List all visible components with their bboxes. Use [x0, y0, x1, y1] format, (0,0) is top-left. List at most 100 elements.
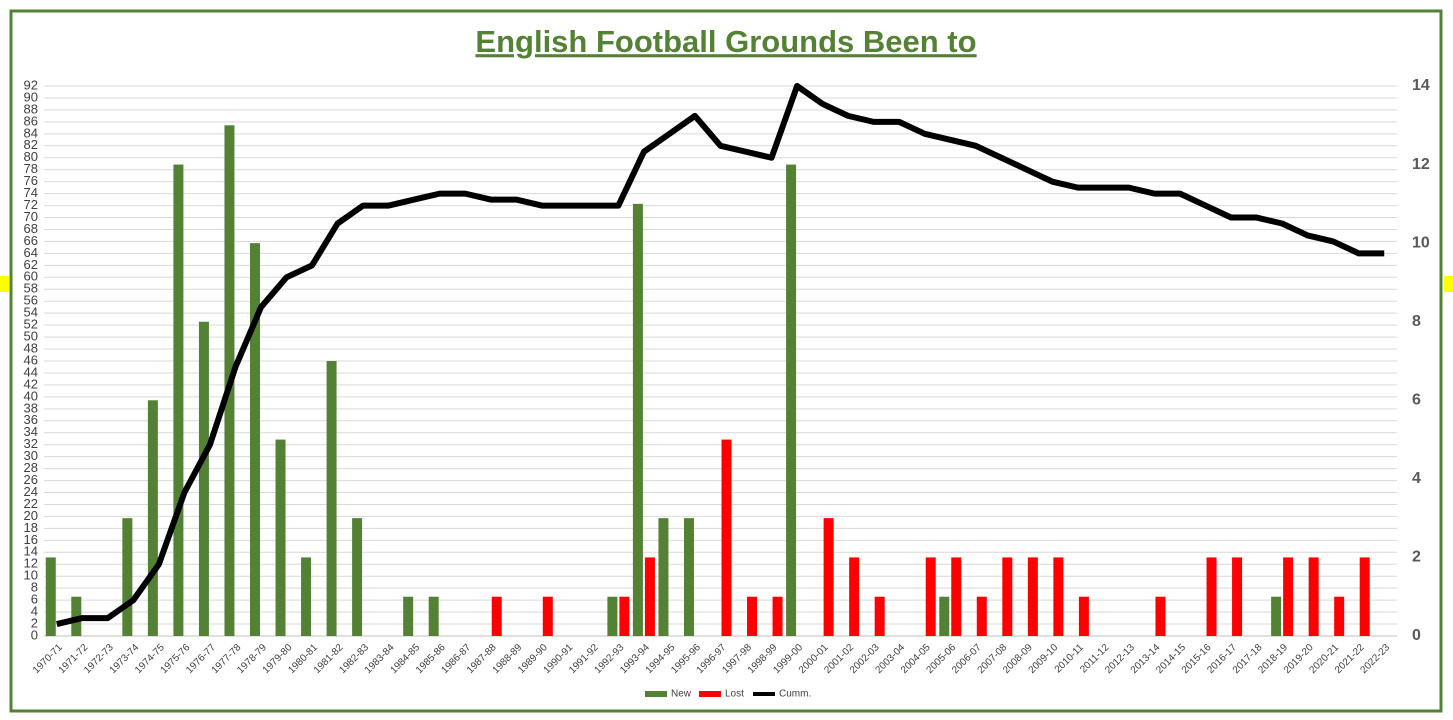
bar: [1334, 596, 1345, 636]
bar: [198, 321, 209, 636]
y-tick-label: 60: [24, 269, 38, 284]
bar: [976, 596, 987, 636]
y-tick-label: 52: [24, 317, 38, 332]
bar: [721, 439, 732, 636]
bar: [542, 596, 553, 636]
bar: [1155, 596, 1166, 636]
y-tick-label: 30: [24, 448, 38, 463]
legend-swatch: [699, 691, 721, 697]
bar: [428, 596, 439, 636]
y-tick-label: 44: [24, 364, 38, 379]
bar: [683, 518, 694, 636]
bar: [747, 596, 758, 636]
y-tick-label: 88: [24, 101, 38, 116]
y2-tick-label: 8: [1412, 313, 1421, 330]
y-tick-label: 68: [24, 221, 38, 236]
y-tick-label: 74: [24, 185, 38, 200]
bar: [275, 439, 286, 636]
bar: [772, 596, 783, 636]
chart-title: English Football Grounds Been to: [475, 24, 976, 59]
bar: [491, 596, 502, 636]
line: [56, 83, 1385, 627]
y-tick-label: 48: [24, 340, 38, 355]
y2-tick-label: 2: [1412, 549, 1421, 566]
bar: [619, 596, 630, 636]
bar: [658, 518, 669, 636]
y-tick-label: 58: [24, 281, 38, 296]
bar: [1271, 596, 1282, 636]
y-tick-label: 12: [24, 556, 38, 571]
y-tick-label: 78: [24, 161, 38, 176]
y-tick-label: 8: [31, 580, 38, 595]
y2-tick-label: 6: [1412, 392, 1421, 409]
legend-swatch: [645, 691, 667, 697]
bar: [1027, 557, 1038, 636]
bar: [632, 203, 643, 636]
y2-tick-label: 12: [1412, 156, 1430, 173]
bar: [147, 400, 158, 636]
y-tick-label: 28: [24, 460, 38, 475]
y-tick-label: 42: [24, 376, 38, 391]
y-tick-label: 10: [24, 568, 38, 583]
bar: [45, 557, 56, 636]
bar: [786, 164, 797, 637]
y-tick-label: 56: [24, 293, 38, 308]
y-tick-label: 18: [24, 520, 38, 535]
y-tick-label: 2: [31, 615, 38, 630]
y-tick-label: 34: [24, 424, 38, 439]
bar: [939, 596, 950, 636]
y-tick-label: 82: [24, 137, 38, 152]
y-tick-label: 6: [31, 592, 38, 607]
legend-label: Cumm.: [779, 689, 811, 700]
bar: [1359, 557, 1370, 636]
y-tick-label: 46: [24, 352, 38, 367]
y-tick-label: 20: [24, 508, 38, 523]
y-tick-label: 38: [24, 400, 38, 415]
bar: [326, 361, 337, 636]
y-tick-label: 64: [24, 245, 38, 260]
y-tick-label: 84: [24, 125, 38, 140]
y-tick-label: 32: [24, 436, 38, 451]
bar: [1053, 557, 1064, 636]
y-tick-label: 16: [24, 532, 38, 547]
bar: [1002, 557, 1013, 636]
bar: [1283, 557, 1294, 636]
y-tick-label: 50: [24, 329, 38, 344]
y-tick-label: 36: [24, 412, 38, 427]
y-tick-label: 80: [24, 149, 38, 164]
legend-label: New: [671, 689, 692, 700]
y-tick-label: 86: [24, 113, 38, 128]
sheet-marker: [0, 276, 9, 292]
bar: [1308, 557, 1319, 636]
bar: [352, 518, 363, 636]
bar: [874, 596, 885, 636]
bar: [1232, 557, 1243, 636]
bar: [644, 557, 655, 636]
y-tick-label: 66: [24, 233, 38, 248]
y-tick-label: 4: [31, 604, 38, 619]
bar: [925, 557, 936, 636]
y-tick-label: 76: [24, 173, 38, 188]
y2-tick-label: 0: [1412, 627, 1421, 644]
bar: [301, 557, 312, 636]
bar: [403, 596, 414, 636]
y2-tick-label: 10: [1412, 234, 1430, 251]
bar: [71, 596, 82, 636]
bar: [1078, 596, 1089, 636]
bar: [1206, 557, 1217, 636]
y-tick-label: 40: [24, 388, 38, 403]
y-tick-label: 14: [24, 544, 38, 559]
y-tick-label: 0: [31, 627, 38, 642]
bar: [122, 518, 133, 636]
bar: [849, 557, 860, 636]
legend-label: Lost: [725, 689, 744, 700]
y-tick-label: 90: [24, 89, 38, 104]
bar: [607, 596, 618, 636]
y-tick-label: 72: [24, 197, 38, 212]
bar: [951, 557, 962, 636]
bar: [823, 518, 834, 636]
y-tick-label: 24: [24, 484, 38, 499]
y2-tick-label: 4: [1412, 470, 1421, 487]
y-tick-label: 54: [24, 305, 38, 320]
